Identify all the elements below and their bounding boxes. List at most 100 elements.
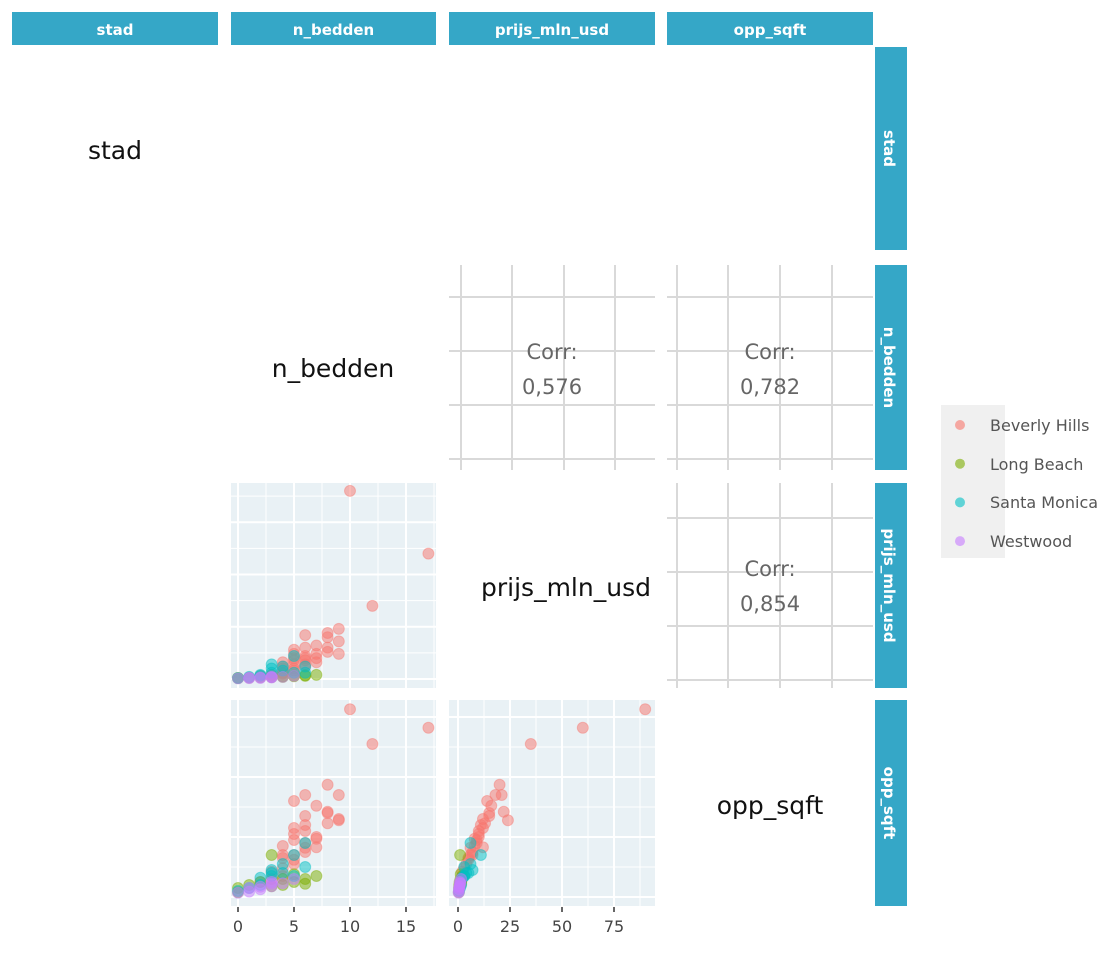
data-point-santa-monica xyxy=(288,849,300,861)
legend-label: Westwood xyxy=(990,532,1072,551)
data-point-beverly-hills xyxy=(288,795,300,807)
data-point-long-beach xyxy=(299,877,312,890)
data-point-beverly-hills xyxy=(332,789,345,801)
data-point-beverly-hills xyxy=(639,703,652,716)
data-point-beverly-hills xyxy=(299,629,312,642)
diag-label-prijs: prijs_mln_usd xyxy=(481,573,651,602)
data-point-westwood xyxy=(276,877,289,890)
data-point-beverly-hills xyxy=(422,721,435,734)
data-point-beverly-hills xyxy=(472,828,485,840)
data-point-beverly-hills xyxy=(501,814,514,827)
data-point-westwood xyxy=(232,886,244,899)
x-axes: 0 5 10 15 0 25 50 75 xyxy=(233,907,624,936)
scatter-panel xyxy=(231,700,436,906)
data-point-santa-monica xyxy=(276,858,289,870)
data-point-santa-monica xyxy=(474,849,487,861)
data-point-westwood xyxy=(288,669,300,682)
data-point-beverly-hills xyxy=(576,721,589,734)
strip-right-label: stad xyxy=(880,130,898,167)
strip-right-prijs_mln_usd xyxy=(875,483,907,688)
data-point-santa-monica xyxy=(299,861,312,873)
strip-right-label: prijs_mln_usd xyxy=(880,528,898,642)
data-point-westwood xyxy=(288,873,300,885)
strip-right-opp_sqft xyxy=(875,700,907,906)
data-point-beverly-hills xyxy=(321,778,334,791)
data-point-beverly-hills xyxy=(310,831,323,843)
x-tick-label: 0 xyxy=(233,917,243,936)
data-point-santa-monica xyxy=(299,666,312,679)
strip-top-label: prijs_mln_usd xyxy=(495,21,609,39)
data-point-long-beach xyxy=(310,668,323,681)
strip-right-label: opp_sqft xyxy=(880,767,898,840)
x-tick-label: 0 xyxy=(453,917,463,936)
data-point-beverly-hills xyxy=(332,813,345,825)
x-tick-label: 75 xyxy=(604,917,624,936)
strip-top-prijs_mln_usd xyxy=(449,12,655,45)
data-point-westwood xyxy=(254,880,267,893)
x-tick-label: 10 xyxy=(340,917,360,936)
data-point-long-beach xyxy=(454,849,467,861)
x-tick-label: 15 xyxy=(396,917,416,936)
legend-key-westwood xyxy=(955,536,965,547)
corr-value: 0,576 xyxy=(522,375,582,399)
legend-key-long-beach xyxy=(955,458,965,469)
data-point-westwood xyxy=(276,670,289,683)
strip-top-opp_sqft xyxy=(667,12,873,45)
data-point-beverly-hills xyxy=(344,484,356,497)
diag-label-opp_sqft: opp_sqft xyxy=(717,791,824,820)
data-point-westwood xyxy=(265,670,278,683)
data-point-beverly-hills xyxy=(299,825,312,837)
legend-key-santa-monica xyxy=(955,497,965,508)
strip-top-stad xyxy=(12,12,218,45)
legend-label: Long Beach xyxy=(990,455,1083,474)
data-points xyxy=(232,484,652,899)
data-point-beverly-hills xyxy=(344,703,356,716)
strip-top-n_bedden xyxy=(231,12,436,45)
data-point-beverly-hills xyxy=(332,647,345,660)
data-point-beverly-hills xyxy=(299,789,312,801)
data-point-santa-monica xyxy=(462,867,475,879)
data-point-beverly-hills xyxy=(310,652,323,665)
strip-top-label: n_bedden xyxy=(293,21,374,39)
x-tick-label: 5 xyxy=(289,917,299,936)
diag-label-stad: stad xyxy=(88,136,142,165)
data-point-beverly-hills xyxy=(422,547,435,560)
data-point-beverly-hills xyxy=(288,828,300,840)
data-point-westwood xyxy=(454,877,467,890)
facet-strips: stadstadn_beddenn_beddenprijs_mln_usdpri… xyxy=(12,12,907,906)
legend-key-background xyxy=(941,405,1005,558)
data-point-santa-monica xyxy=(299,837,312,849)
data-point-westwood xyxy=(265,877,278,890)
data-point-beverly-hills xyxy=(310,799,323,812)
data-point-beverly-hills xyxy=(332,622,345,635)
data-point-beverly-hills xyxy=(483,810,496,822)
corr-label: Corr: xyxy=(526,340,577,364)
legend: Beverly Hills Long Beach Santa Monica We… xyxy=(941,405,1098,558)
data-point-beverly-hills xyxy=(524,738,537,750)
strip-right-label: n_bedden xyxy=(880,327,898,408)
data-point-beverly-hills xyxy=(366,599,379,612)
legend-label: Beverly Hills xyxy=(990,416,1089,435)
scatter-panel xyxy=(449,700,655,906)
data-point-beverly-hills xyxy=(321,641,334,654)
legend-key-beverly-hills xyxy=(955,420,965,430)
strip-top-label: stad xyxy=(97,21,134,39)
data-point-beverly-hills xyxy=(321,817,334,830)
corr-value: 0,854 xyxy=(740,592,800,616)
data-point-beverly-hills xyxy=(299,641,312,654)
data-point-santa-monica xyxy=(464,837,477,849)
data-point-westwood xyxy=(243,671,256,684)
data-point-beverly-hills xyxy=(366,738,379,750)
data-point-beverly-hills xyxy=(299,810,312,822)
strip-right-n_bedden xyxy=(875,265,907,470)
data-point-beverly-hills xyxy=(493,778,506,791)
data-point-santa-monica xyxy=(276,660,289,673)
data-point-beverly-hills xyxy=(321,627,334,640)
diag-label-n_bedden: n_bedden xyxy=(272,354,395,383)
data-point-long-beach xyxy=(310,870,323,882)
strip-right-stad xyxy=(875,47,907,250)
data-point-long-beach xyxy=(265,849,278,861)
legend-label: Santa Monica xyxy=(990,493,1098,512)
corr-label: Corr: xyxy=(744,557,795,581)
